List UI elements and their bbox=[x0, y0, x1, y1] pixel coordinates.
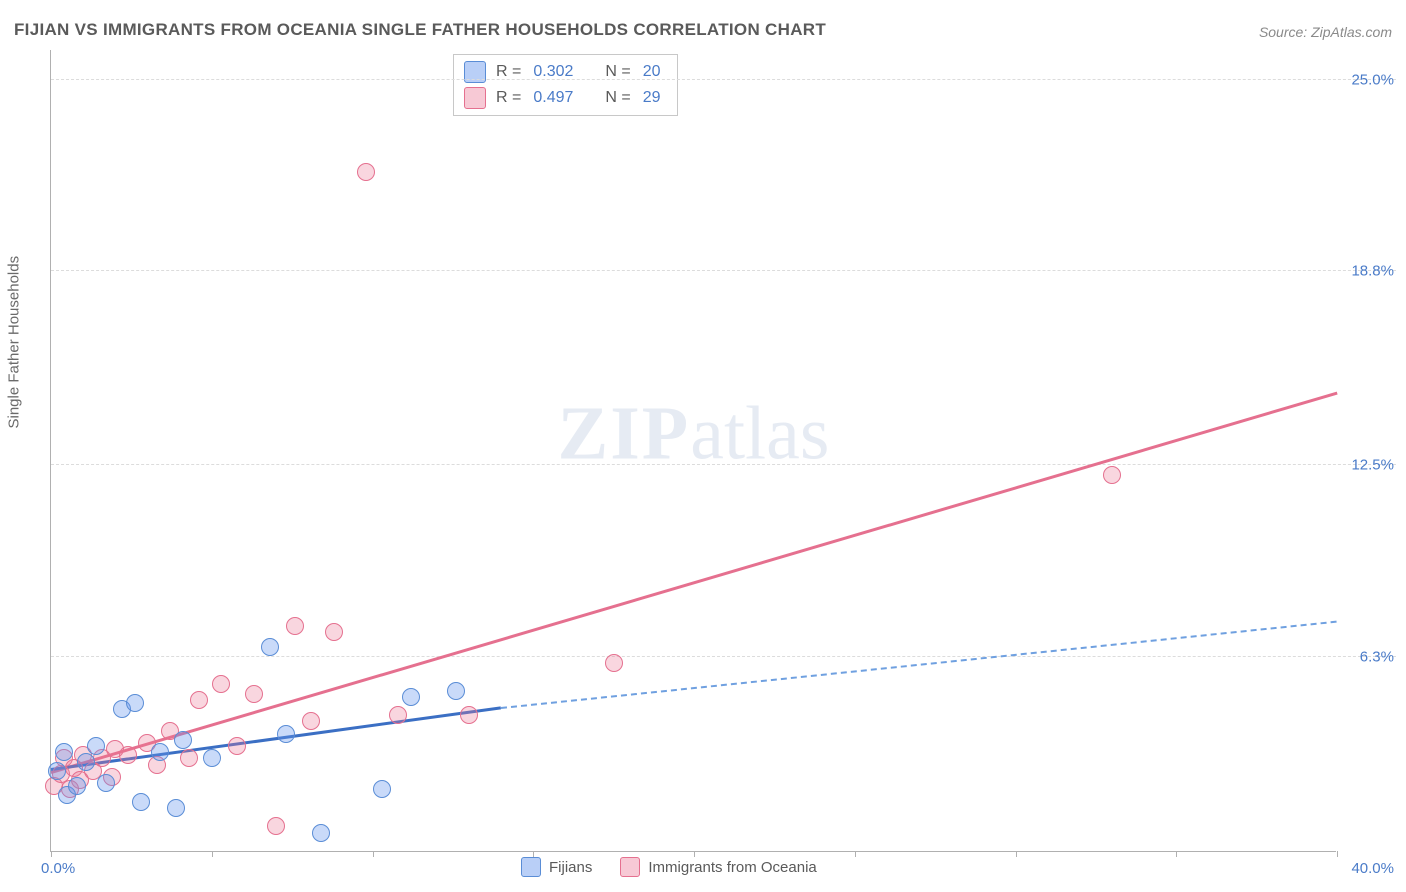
data-point bbox=[77, 753, 95, 771]
data-point bbox=[325, 623, 343, 641]
y-tick-label: 6.3% bbox=[1360, 648, 1394, 665]
data-point bbox=[447, 682, 465, 700]
data-point bbox=[402, 688, 420, 706]
data-point bbox=[605, 654, 623, 672]
data-point bbox=[302, 712, 320, 730]
y-tick-label: 25.0% bbox=[1351, 71, 1394, 88]
gridline bbox=[51, 464, 1396, 465]
data-point bbox=[119, 746, 137, 764]
legend-swatch-icon bbox=[620, 857, 640, 877]
data-point bbox=[267, 817, 285, 835]
data-point bbox=[1103, 466, 1121, 484]
data-point bbox=[167, 799, 185, 817]
gridline bbox=[51, 79, 1396, 80]
data-point bbox=[212, 675, 230, 693]
legend-swatch-pink bbox=[464, 87, 486, 109]
correlation-legend: R = 0.302 N = 20 R = 0.497 N = 29 bbox=[453, 54, 678, 116]
data-point bbox=[373, 780, 391, 798]
chart-title: FIJIAN VS IMMIGRANTS FROM OCEANIA SINGLE… bbox=[14, 20, 826, 40]
x-tick bbox=[212, 851, 213, 857]
x-tick bbox=[694, 851, 695, 857]
trend-line bbox=[501, 621, 1337, 709]
data-point bbox=[460, 706, 478, 724]
gridline bbox=[51, 270, 1396, 271]
data-point bbox=[55, 743, 73, 761]
data-point bbox=[389, 706, 407, 724]
data-point bbox=[245, 685, 263, 703]
x-tick bbox=[51, 851, 52, 857]
data-point bbox=[261, 638, 279, 656]
data-point bbox=[357, 163, 375, 181]
n-value-pink: 29 bbox=[641, 89, 663, 107]
r-value-pink: 0.497 bbox=[531, 89, 575, 107]
data-point bbox=[277, 725, 295, 743]
y-tick-label: 18.8% bbox=[1351, 263, 1394, 280]
data-point bbox=[68, 777, 86, 795]
trend-line bbox=[51, 392, 1338, 774]
data-point bbox=[286, 617, 304, 635]
data-point bbox=[151, 743, 169, 761]
x-tick bbox=[533, 851, 534, 857]
x-tick bbox=[1016, 851, 1017, 857]
data-point bbox=[97, 774, 115, 792]
legend-row-pink: R = 0.497 N = 29 bbox=[464, 85, 663, 111]
legend-item-fijians: Fijians bbox=[521, 857, 592, 877]
source-attribution: Source: ZipAtlas.com bbox=[1259, 24, 1392, 40]
data-point bbox=[312, 824, 330, 842]
x-tick bbox=[373, 851, 374, 857]
gridline bbox=[51, 656, 1396, 657]
y-tick-label: 12.5% bbox=[1351, 457, 1394, 474]
legend-swatch-icon bbox=[521, 857, 541, 877]
data-point bbox=[126, 694, 144, 712]
data-point bbox=[48, 762, 66, 780]
x-axis-max: 40.0% bbox=[1351, 860, 1394, 877]
chart-container: FIJIAN VS IMMIGRANTS FROM OCEANIA SINGLE… bbox=[0, 0, 1406, 892]
x-tick bbox=[855, 851, 856, 857]
x-tick bbox=[1337, 851, 1338, 857]
x-tick bbox=[1176, 851, 1177, 857]
data-point bbox=[132, 793, 150, 811]
data-point bbox=[87, 737, 105, 755]
data-point bbox=[174, 731, 192, 749]
data-point bbox=[180, 749, 198, 767]
x-axis-min: 0.0% bbox=[41, 860, 75, 877]
legend-item-oceania: Immigrants from Oceania bbox=[620, 857, 816, 877]
data-point bbox=[190, 691, 208, 709]
y-axis-label: Single Father Households bbox=[6, 256, 23, 429]
data-point bbox=[228, 737, 246, 755]
plot-area: ZIPatlas R = 0.302 N = 20 R = 0.497 N = … bbox=[50, 50, 1336, 852]
legend-row-blue: R = 0.302 N = 20 bbox=[464, 59, 663, 85]
series-legend: Fijians Immigrants from Oceania bbox=[521, 857, 817, 877]
data-point bbox=[203, 749, 221, 767]
